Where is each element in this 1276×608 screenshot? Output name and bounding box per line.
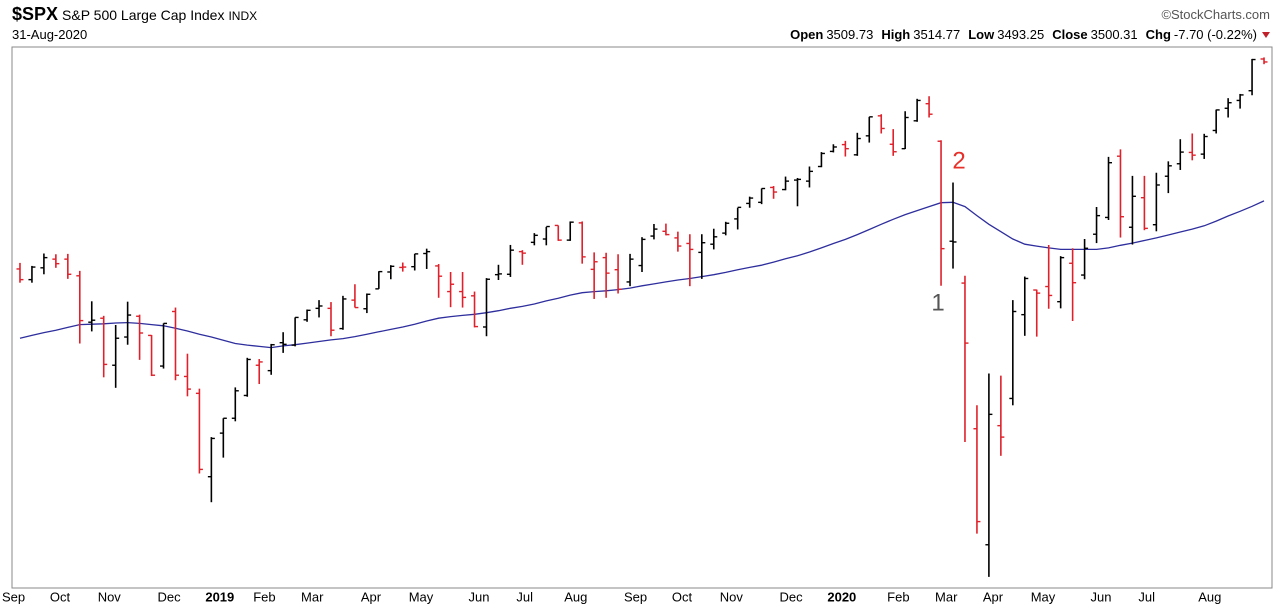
- quote-label: Chg: [1145, 27, 1171, 42]
- x-tick-label: Aug: [564, 589, 587, 604]
- x-tick-label: Mar: [935, 589, 958, 604]
- annotation: 1: [931, 289, 944, 316]
- quote-item: High 3514.77: [881, 27, 960, 42]
- x-tick-label: Feb: [253, 589, 275, 604]
- title-row: $SPX S&P 500 Large Cap Index INDX: [12, 4, 257, 25]
- x-tick-label: Jul: [1138, 589, 1155, 604]
- x-tick-label: May: [1031, 589, 1056, 604]
- date: 31-Aug-2020: [12, 27, 88, 42]
- x-tick-label: Dec: [158, 589, 182, 604]
- exchange: INDX: [228, 9, 258, 23]
- x-tick-label: Jul: [516, 589, 533, 604]
- x-tick-label: 2019: [205, 589, 234, 604]
- x-tick-label: Jun: [469, 589, 490, 604]
- quote-value: 3514.77: [913, 27, 961, 42]
- x-tick-label: Sep: [624, 589, 647, 604]
- x-tick-label: Jun: [1091, 589, 1112, 604]
- source: ©StockCharts.com: [1161, 7, 1270, 22]
- quote-value: 3493.25: [997, 27, 1045, 42]
- change-marker: [1262, 31, 1270, 38]
- x-tick-label: 2020: [827, 589, 856, 604]
- quote-label: High: [881, 27, 911, 42]
- quote-item: Low 3493.25: [968, 27, 1044, 42]
- x-tick-label: Oct: [672, 589, 693, 604]
- quote-value: 3500.31: [1090, 27, 1138, 42]
- x-tick-label: Apr: [361, 589, 382, 604]
- x-tick-label: Apr: [983, 589, 1004, 604]
- annotation: 2: [952, 147, 965, 174]
- x-tick-label: Oct: [50, 589, 71, 604]
- x-tick-label: Aug: [1198, 589, 1221, 604]
- x-tick-label: Feb: [887, 589, 909, 604]
- x-tick-label: Nov: [98, 589, 122, 604]
- quote-label: Close: [1052, 27, 1088, 42]
- x-tick-label: Mar: [301, 589, 324, 604]
- quote-item: Open 3509.73: [790, 27, 873, 42]
- chart-subtitle: S&P 500 Large Cap Index: [62, 7, 225, 23]
- x-tick-label: May: [409, 589, 434, 604]
- x-tick-label: Sep: [2, 589, 25, 604]
- quote-item: Close 3500.31: [1052, 27, 1137, 42]
- quote-label: Low: [968, 27, 995, 42]
- quote-row: Open 3509.73 High 3514.77 Low 3493.25 Close 350…: [782, 27, 1270, 42]
- quote-value: -7.70 (-0.22%): [1173, 27, 1257, 42]
- quote-item: Chg -7.70 (-0.22%): [1146, 27, 1257, 42]
- x-tick-label: Dec: [780, 589, 804, 604]
- plot-frame: [11, 46, 1273, 589]
- chart-title: $SPX: [12, 4, 59, 24]
- x-tick-label: Nov: [720, 589, 744, 604]
- quote-value: 3509.73: [826, 27, 874, 42]
- moving-average: [19, 200, 1265, 349]
- quote-label: Open: [790, 27, 824, 42]
